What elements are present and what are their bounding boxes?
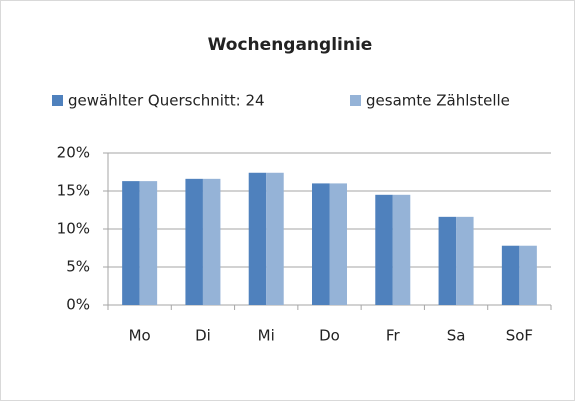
y-tick-label: 20%: [57, 144, 90, 162]
bar: [185, 178, 203, 305]
x-tick-label: Sa: [447, 327, 466, 345]
bar: [312, 183, 330, 305]
bar: [375, 194, 393, 305]
chart-title: Wochenganglinie: [208, 35, 373, 55]
x-tick-label: Do: [319, 327, 340, 345]
x-tick-label: SoF: [506, 327, 533, 345]
y-tick-label: 10%: [57, 220, 90, 238]
bar: [122, 181, 140, 305]
y-tick-label: 15%: [57, 182, 90, 200]
bar: [139, 181, 158, 305]
bar: [266, 172, 284, 305]
x-tick-label: Mo: [129, 327, 151, 345]
bar: [519, 245, 537, 305]
y-tick-label: 0%: [66, 296, 90, 314]
y-tick-label: 5%: [66, 258, 90, 276]
legend-swatch: [350, 95, 361, 106]
x-tick-label: Fr: [386, 327, 401, 345]
bar: [456, 216, 474, 305]
bar: [248, 172, 267, 305]
x-tick-label: Mi: [258, 327, 275, 345]
bar: [392, 194, 411, 305]
bar: [202, 178, 221, 305]
bar: [329, 183, 347, 305]
legend-swatch: [52, 95, 63, 106]
x-tick-label: Di: [195, 327, 211, 345]
legend-label: gewählter Querschnitt: 24: [68, 92, 265, 110]
legend-label: gesamte Zählstelle: [366, 92, 510, 110]
bar: [501, 245, 520, 305]
bar: [438, 216, 457, 305]
